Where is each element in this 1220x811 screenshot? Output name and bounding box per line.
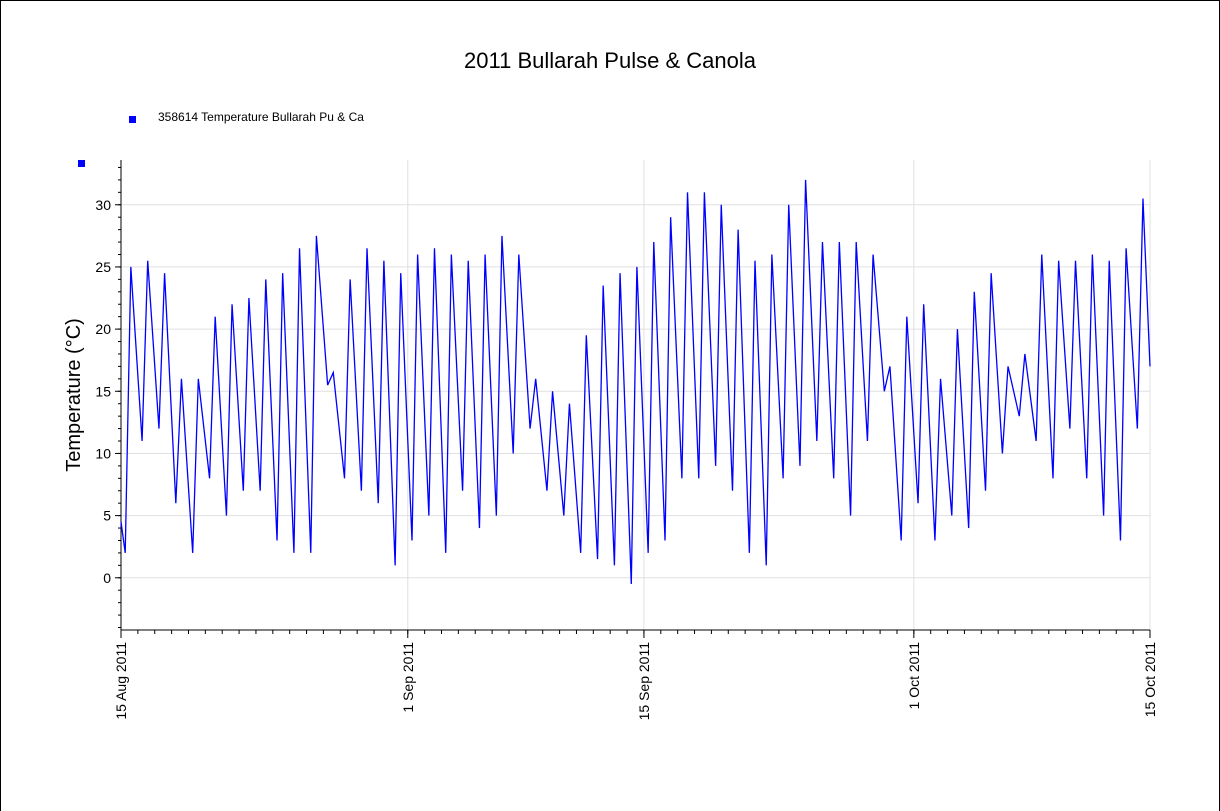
y-tick-label: 20 — [95, 321, 111, 337]
y-tick-label: 30 — [95, 197, 111, 213]
legend-swatch — [129, 116, 136, 123]
chart-title: 2011 Bullarah Pulse & Canola — [464, 48, 757, 73]
y-tick-label: 10 — [95, 445, 111, 461]
x-tick-label: 15 Aug 2011 — [113, 642, 129, 720]
y-tick-label: 5 — [103, 508, 111, 524]
y-tick-label: 0 — [103, 570, 111, 586]
x-tick-label: 15 Sep 2011 — [636, 642, 652, 721]
legend-label: 358614 Temperature Bullarah Pu & Ca — [158, 110, 364, 124]
marker-icon — [78, 160, 85, 167]
y-tick-label: 15 — [95, 383, 111, 399]
x-tick-label: 1 Oct 2011 — [906, 642, 922, 710]
y-axis-label: Temperature (°C) — [63, 318, 85, 472]
x-tick-label: 1 Sep 2011 — [400, 642, 416, 713]
y-tick-label: 25 — [95, 259, 111, 275]
x-tick-label: 15 Oct 2011 — [1142, 642, 1158, 717]
series-line — [120, 179, 1151, 585]
